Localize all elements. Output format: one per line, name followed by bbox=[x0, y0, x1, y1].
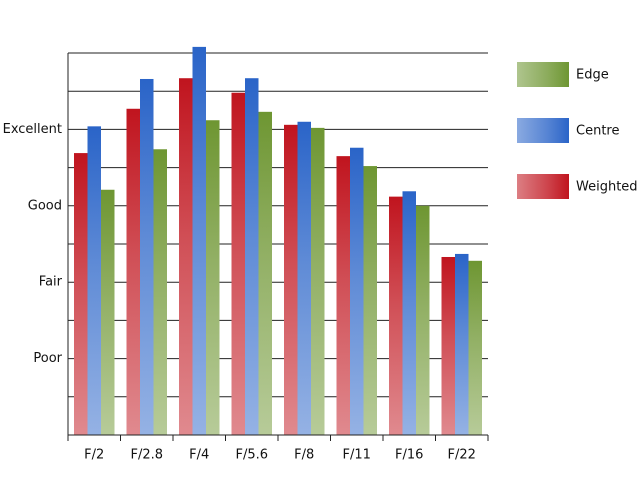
bar bbox=[441, 256, 455, 435]
y-tick-label: Poor bbox=[33, 351, 62, 366]
y-tick-label: Excellent bbox=[3, 122, 62, 137]
bar bbox=[153, 149, 167, 435]
bar bbox=[402, 191, 416, 435]
bar bbox=[231, 92, 245, 435]
bar bbox=[101, 189, 115, 435]
bar bbox=[363, 166, 377, 435]
y-tick-label: Fair bbox=[39, 275, 63, 290]
x-tick-label: F/5.6 bbox=[235, 448, 268, 463]
legend-label: Weighted bbox=[576, 180, 638, 195]
legend-swatch bbox=[517, 62, 569, 87]
y-tick-label: Good bbox=[28, 198, 62, 213]
bar bbox=[74, 153, 88, 436]
bar bbox=[284, 124, 298, 435]
legend-swatch bbox=[517, 118, 569, 143]
bar bbox=[416, 205, 430, 435]
bar bbox=[297, 121, 311, 435]
x-tick-label: F/4 bbox=[189, 448, 209, 463]
x-tick-label: F/16 bbox=[395, 448, 423, 463]
x-tick-label: F/11 bbox=[343, 448, 371, 463]
x-tick-label: F/2 bbox=[84, 448, 104, 463]
x-tick-label: F/22 bbox=[448, 448, 476, 463]
bar bbox=[455, 253, 469, 435]
legend-label: Centre bbox=[576, 124, 619, 139]
bar bbox=[179, 78, 193, 435]
x-tick-label: F/8 bbox=[294, 448, 314, 463]
bar bbox=[87, 126, 101, 436]
x-tick-label: F/2.8 bbox=[130, 448, 163, 463]
legend-label: Edge bbox=[576, 68, 609, 83]
bar bbox=[126, 108, 140, 435]
bar bbox=[245, 78, 259, 435]
bar bbox=[192, 46, 206, 435]
bar bbox=[336, 156, 350, 435]
bar bbox=[140, 78, 154, 435]
bar bbox=[258, 111, 272, 435]
legend-swatch bbox=[517, 174, 569, 199]
bar bbox=[350, 147, 364, 435]
bar bbox=[206, 120, 220, 436]
bar bbox=[389, 196, 403, 435]
bar bbox=[468, 260, 482, 435]
bar bbox=[311, 127, 325, 435]
